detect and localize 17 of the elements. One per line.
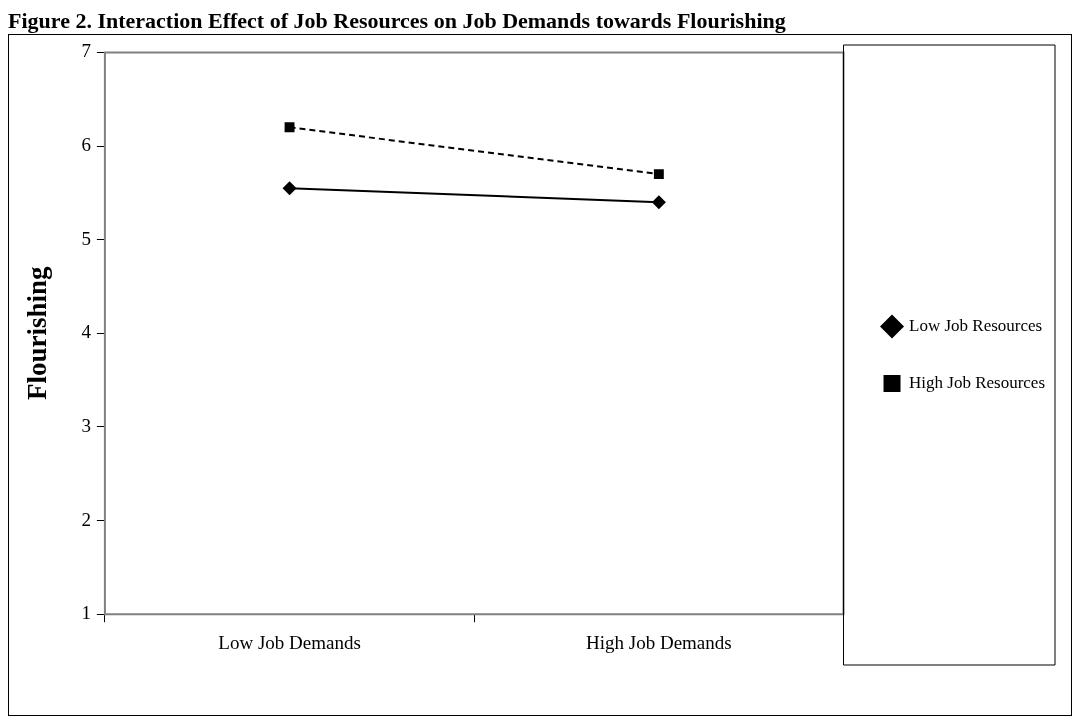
chart-title: Figure 2. Interaction Effect of Job Resources on Job Demands towards Flourishing [8, 8, 787, 34]
y-tick-label: 5 [81, 227, 91, 249]
y-tick-label: 6 [81, 134, 91, 156]
y-tick-label: 7 [81, 40, 91, 62]
x-tick-label: High Job Demands [586, 631, 732, 653]
y-tick-label: 2 [81, 508, 91, 530]
y-tick-label: 3 [81, 414, 91, 436]
point [651, 195, 666, 210]
point [653, 169, 664, 180]
point [284, 122, 295, 133]
y-axis-title: Flourishing [22, 266, 53, 401]
point [282, 181, 297, 196]
x-tick-label: Low Job Demands [218, 631, 361, 653]
y-tick-label: 1 [81, 602, 91, 624]
y-tick-label: 4 [81, 321, 92, 343]
legend-label: High Job Resources [909, 372, 1045, 392]
legend-label: Low Job Resources [909, 315, 1043, 335]
